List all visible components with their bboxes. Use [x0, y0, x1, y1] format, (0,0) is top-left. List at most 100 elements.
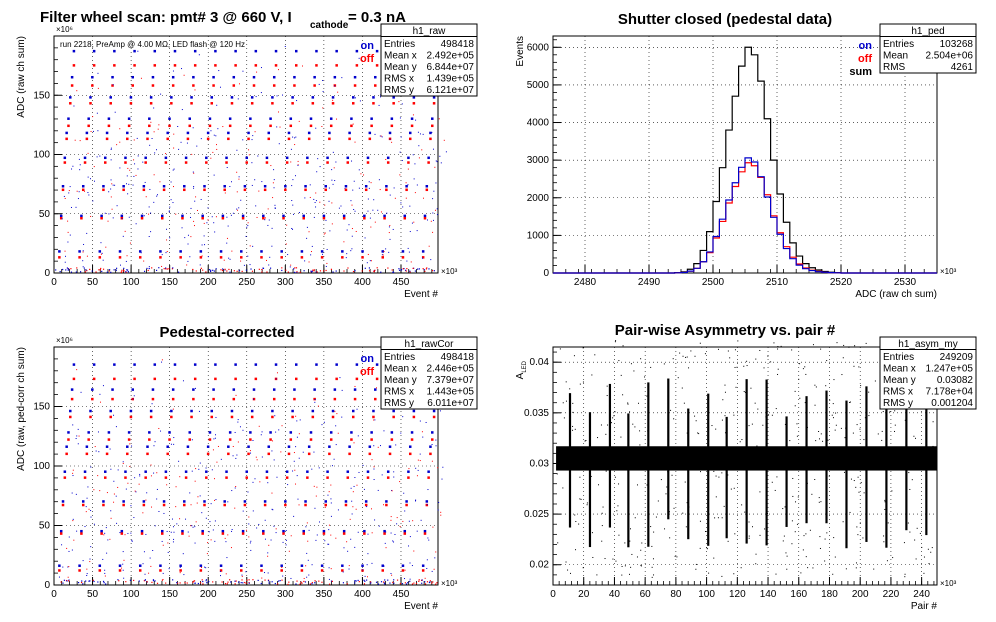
- asym-point: [794, 405, 796, 407]
- asym-point: [708, 572, 710, 574]
- point-scatter: [351, 235, 353, 237]
- point-scatter: [64, 250, 66, 252]
- point-off: [374, 84, 377, 87]
- point-off: [423, 532, 427, 535]
- y-tick-label: 150: [33, 402, 50, 413]
- point-scatter: [435, 551, 437, 553]
- point-scatter: [396, 523, 398, 525]
- point-on: [315, 49, 318, 53]
- point-scatter: [304, 197, 306, 199]
- asym-point: [873, 568, 875, 570]
- point-scatter: [205, 517, 207, 519]
- point-scatter: [77, 443, 79, 445]
- point-scatter: [218, 70, 220, 72]
- y-tick-label: 2000: [527, 193, 550, 204]
- point-scatter: [78, 191, 80, 193]
- point-off: [212, 397, 215, 401]
- point-on: [401, 250, 405, 253]
- point-scatter: [207, 542, 209, 544]
- point-scatter: [231, 530, 233, 532]
- y-tick-label: 1000: [527, 230, 550, 241]
- point-scatter: [328, 578, 330, 580]
- point-baseline: [210, 269, 212, 271]
- asym-point: [565, 381, 567, 383]
- point-off: [364, 188, 368, 192]
- point-off: [262, 216, 265, 220]
- point-on: [89, 96, 92, 99]
- point-on: [294, 49, 298, 53]
- point-off: [353, 84, 357, 87]
- point-scatter: [102, 259, 104, 261]
- point-baseline: [392, 271, 395, 273]
- asym-point: [690, 350, 692, 352]
- asym-point: [836, 342, 838, 344]
- asym-point: [829, 399, 831, 401]
- point-baseline: [179, 582, 181, 584]
- asym-point: [726, 445, 728, 447]
- point-off: [203, 503, 206, 507]
- point-scatter: [274, 207, 276, 209]
- point-scatter: [125, 488, 127, 490]
- point-scatter: [351, 160, 353, 162]
- point-on: [91, 75, 94, 79]
- point-baseline: [405, 583, 408, 585]
- point-scatter: [245, 235, 247, 237]
- point-scatter: [186, 264, 188, 266]
- point-baseline: [404, 269, 407, 271]
- asym-point: [652, 558, 654, 560]
- point-scatter: [381, 474, 383, 476]
- point-baseline: [143, 270, 146, 272]
- point-baseline: [197, 582, 199, 585]
- point-scatter: [62, 566, 64, 568]
- point-scatter: [331, 465, 333, 467]
- point-off: [91, 397, 94, 401]
- point-scatter: [295, 415, 297, 417]
- point-on: [374, 388, 377, 391]
- point-scatter: [69, 186, 71, 188]
- point-off: [401, 569, 405, 572]
- point-scatter: [210, 539, 212, 541]
- point-scatter: [313, 216, 315, 218]
- point-on: [240, 250, 243, 253]
- point-scatter: [90, 546, 92, 548]
- point-on: [131, 388, 134, 391]
- asym-point: [715, 496, 717, 498]
- point-baseline: [409, 270, 411, 272]
- point-scatter: [119, 141, 121, 143]
- point-off: [59, 532, 63, 535]
- point-off: [265, 161, 269, 164]
- point-on: [223, 500, 226, 503]
- point-scatter: [341, 77, 343, 79]
- asym-point: [733, 573, 735, 575]
- asym-point: [621, 574, 623, 576]
- asym-point: [671, 474, 673, 476]
- point-scatter: [437, 509, 439, 511]
- point-scatter: [89, 561, 91, 563]
- point-scatter: [84, 526, 86, 528]
- point-off: [241, 532, 245, 535]
- point-on: [408, 131, 412, 135]
- point-baseline: [380, 581, 383, 583]
- point-off: [212, 84, 215, 87]
- point-off: [306, 476, 309, 479]
- asym-point: [674, 555, 676, 557]
- point-scatter: [90, 466, 92, 468]
- point-scatter: [279, 126, 281, 128]
- point-off: [133, 64, 136, 67]
- point-scatter: [98, 451, 100, 453]
- point-on: [289, 117, 293, 120]
- point-baseline: [281, 267, 283, 269]
- point-scatter: [75, 438, 77, 440]
- point-scatter: [276, 95, 278, 97]
- point-on: [78, 564, 81, 567]
- asym-point: [615, 560, 617, 562]
- point-baseline: [384, 579, 386, 581]
- stats-label: Mean y: [883, 375, 916, 386]
- point-scatter: [248, 154, 250, 156]
- point-scatter: [256, 527, 258, 529]
- point-off: [173, 377, 177, 381]
- point-off: [427, 476, 430, 479]
- point-scatter: [187, 234, 189, 236]
- point-on: [250, 96, 254, 99]
- point-baseline: [262, 267, 264, 269]
